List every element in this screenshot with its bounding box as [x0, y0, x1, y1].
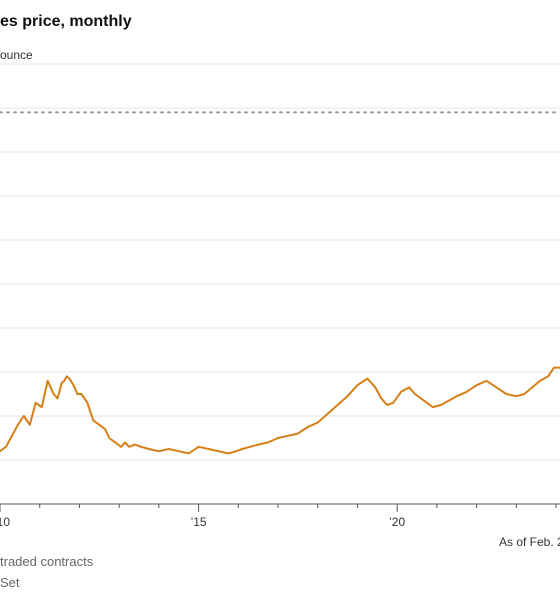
series-group [0, 366, 560, 455]
series-line-0 [0, 366, 560, 455]
chart-title: es price, monthly [0, 13, 132, 30]
grid-lines [0, 63, 560, 505]
x-tick-label: 010 [0, 515, 10, 529]
as-of-label: As of Feb. 2 [499, 535, 560, 549]
x-tick-label: ’20 [389, 515, 405, 529]
note-set: Set [0, 575, 20, 590]
x-tick-label: ’15 [191, 515, 207, 529]
x-axis: 010 ’15 ’20 [0, 504, 557, 529]
note-traded-contracts: traded contracts [0, 554, 94, 569]
y-unit-label: ounce [0, 48, 33, 62]
